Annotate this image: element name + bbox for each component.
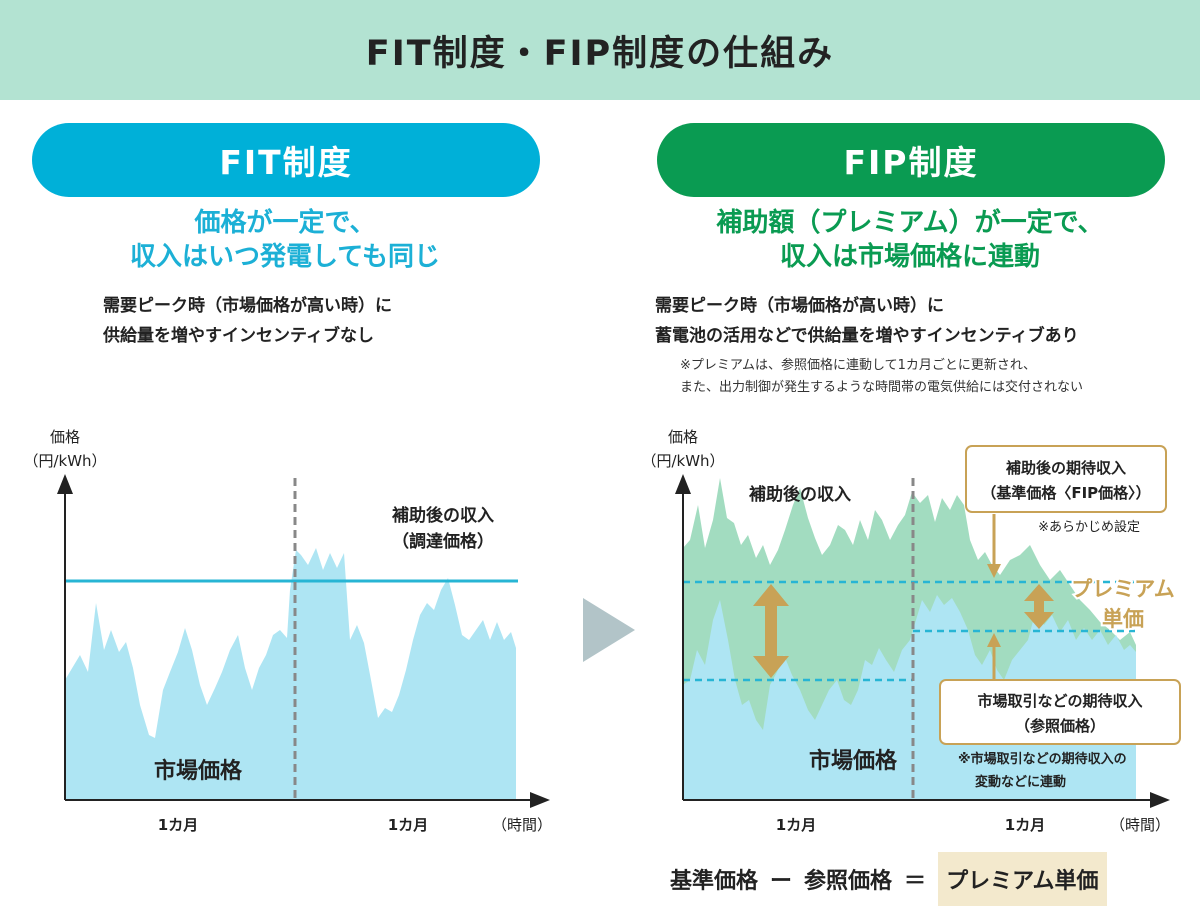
formula-minus: ー (770, 869, 793, 894)
fip-pill: FIP制度 (657, 123, 1165, 197)
fip-desc-line2: 蓄電池の活用などで供給量を増やすインセンティブあり (655, 326, 1079, 346)
premium-label-line1: プレミアム (1071, 577, 1175, 601)
market-expected-note-line2: 変動などに連動 (975, 774, 1066, 790)
market-expected-note-line1: ※市場取引などの期待収入の (958, 751, 1127, 767)
fip-chart: 補助後の期待収入 （基準価格〈FIP価格〉） ※あらかじめ設定 プレミアム 単価… (641, 428, 1181, 834)
market-expected-box (939, 679, 1181, 745)
fit-x-label: （時間） (492, 816, 552, 834)
fip-y-label-line2: （円/kWh） (641, 452, 724, 470)
reference-price-pointer (987, 633, 1001, 680)
fip-y-label-line1: 価格 (668, 428, 698, 446)
expected-income-box-line1: 補助後の期待収入 (1005, 459, 1126, 477)
fip-market-label: 市場価格 (809, 748, 898, 774)
formula-premium-unit-price: プレミアム単価 (938, 852, 1107, 906)
formula-reference-price: 参照価格 (804, 869, 893, 894)
expected-income-box-line2: （基準価格〈FIP価格〉） (981, 484, 1150, 502)
fip-market-area (683, 595, 1136, 800)
fip-headline: 補助額（プレミアム）が一定で、 収入は市場価格に連動 (660, 206, 1160, 274)
main-title: FIT制度・FIP制度の仕組み (365, 33, 835, 74)
fit-period-label-1: 1カ月 (158, 816, 198, 834)
fit-chart: 価格 （円/kWh） （時間） 1カ月 1カ月 補助後の収入 （調達価格） 市場… (23, 428, 552, 834)
fip-headline-line1: 補助額（プレミアム）が一定で、 (716, 208, 1104, 238)
fit-desc-line1: 需要ピーク時（市場価格が高い時）に (103, 296, 392, 316)
fip-x-label: （時間） (1110, 816, 1170, 834)
fit-y-label-line1: 価格 (50, 428, 80, 446)
expected-income-box (965, 445, 1167, 513)
formula-base-price: 基準価格 (670, 869, 759, 894)
fip-period-label-1: 1カ月 (776, 816, 816, 834)
fip-desc-line1: 需要ピーク時（市場価格が高い時）に (655, 296, 944, 316)
transition-arrow (583, 598, 635, 662)
fit-income-label-line2: （調達価格） (392, 531, 494, 552)
fit-headline: 価格が一定で、 収入はいつ発電しても同じ (40, 206, 530, 274)
premium-formula: 基準価格 ー 参照価格 ＝ プレミアム単価 (670, 852, 1107, 906)
fip-headline-line2: 収入は市場価格に連動 (779, 242, 1040, 272)
formula-equals: ＝ (904, 869, 927, 894)
fit-income-label-line1: 補助後の収入 (391, 505, 494, 526)
premium-arrow-month2 (1024, 584, 1054, 629)
fit-desc-line2: 供給量を増やすインセンティブなし (103, 326, 374, 346)
fip-note-line2: また、出力制御が発生するような時間帯の電気供給には交付されない (680, 380, 1084, 395)
fit-headline-line1: 価格が一定で、 (194, 208, 376, 238)
premium-arrow-month1 (753, 584, 789, 678)
fit-market-area (65, 548, 516, 800)
premium-label-line2: 単価 (1102, 607, 1144, 631)
fit-description: 需要ピーク時（市場価格が高い時）に 供給量を増やすインセンティブなし (103, 291, 392, 351)
fip-income-label: 補助後の収入 (748, 484, 851, 505)
fip-note-line1: ※プレミアムは、参照価格に連動して1カ月ごとに更新され、 (680, 358, 1036, 373)
fit-y-label-line2: （円/kWh） (23, 452, 106, 470)
expected-income-note: ※あらかじめ設定 (1038, 519, 1140, 535)
fip-note: ※プレミアムは、参照価格に連動して1カ月ごとに更新され、 また、出力制御が発生す… (680, 355, 1083, 399)
fip-period-label-2: 1カ月 (1005, 816, 1045, 834)
title-bar: FIT制度・FIP制度の仕組み (0, 0, 1200, 100)
fip-description: 需要ピーク時（市場価格が高い時）に 蓄電池の活用などで供給量を増やすインセンティ… (655, 291, 1079, 351)
fit-pill: FIT制度 (32, 123, 540, 197)
market-expected-box-line2: （参照価格） (1015, 717, 1105, 735)
market-expected-box-line1: 市場取引などの期待収入 (977, 692, 1142, 710)
expected-income-pointer (987, 514, 1001, 578)
fit-market-label: 市場価格 (154, 758, 243, 784)
fit-headline-line2: 収入はいつ発電しても同じ (130, 242, 440, 272)
fit-period-label-2: 1カ月 (388, 816, 428, 834)
